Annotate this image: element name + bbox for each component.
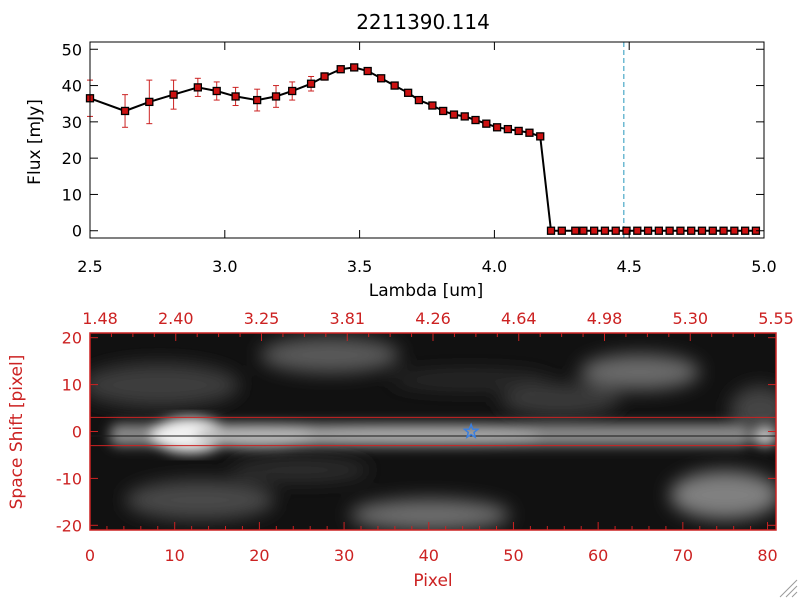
x-tick-label: 5.0 [751,257,776,276]
chart-title: 2211390.114 [356,10,490,34]
x-tick-label: 40 [419,546,439,565]
spatial-image-plot: 0 10 20 30 40 50 60 70 80 1.48 2.40 3.25 3.81 4.26 4.6… [7,309,794,591]
data-point [439,106,448,116]
top-tick-label: 3.81 [329,309,365,328]
data-point [708,226,717,235]
data-point [633,226,642,235]
spectrum-line [89,66,756,232]
data-point [740,226,750,235]
data-point [288,86,297,96]
x-tick-label: 50 [503,546,523,565]
top-tick-label: 2.40 [158,309,194,328]
spectrum-ylabel: Flux [mJy] [25,99,45,185]
data-point [449,110,459,119]
image-ylabel: Space Shift [pixel] [7,355,27,510]
data-point [306,79,316,88]
top-tick-label: 4.98 [587,309,623,328]
y-tick-label: 20 [62,149,82,168]
x-tick-label: 20 [249,546,269,565]
data-point [579,226,588,235]
top-tick-label: 5.55 [758,309,794,328]
star-marker [462,422,480,439]
data-point [643,226,653,235]
data-point [336,65,345,74]
data-point [600,226,610,235]
data-point [253,95,262,105]
top-tick-label: 5.30 [672,309,708,328]
data-point [665,226,674,235]
data-point [414,95,424,105]
data-point [676,226,685,235]
y-tick-label: 0 [72,222,82,241]
data-point [492,123,502,132]
data-point [719,226,728,235]
data-point [212,86,221,96]
y-tick-label: -10 [56,469,82,488]
image-xlabel: Pixel [413,571,452,591]
data-point [503,124,513,134]
data-point [730,226,739,235]
x-tick-label: 3.5 [347,257,372,276]
x-tick-label: 10 [165,546,185,565]
data-point [557,226,566,235]
data-point [514,126,523,136]
y-tick-label: 40 [62,77,82,96]
x-tick-label: 4.0 [482,257,507,276]
data-point [363,66,372,76]
data-point [145,97,154,107]
data-point [377,74,386,83]
data-point [611,226,620,235]
x-tick-label: 60 [588,546,608,565]
y-tick-label: 10 [62,185,82,204]
data-point [350,63,359,72]
data-point [428,101,437,110]
y-tick-label: 50 [62,40,82,59]
data-point [654,226,664,235]
data-point [590,226,599,235]
data-point [193,83,202,92]
spatial-image [90,333,776,530]
spectrum-plot: 2.5 3.0 3.5 4.0 4.5 5.0 0 10 20 30 40 50 Lambda [um… [25,40,777,301]
data-point [546,226,556,235]
data-point [320,72,329,81]
y-tick-label: 0 [72,423,82,442]
data-point [169,90,178,99]
top-tick-label: 3.25 [244,309,280,328]
data-point [460,112,469,121]
data-point [390,81,399,90]
data-point [697,226,707,235]
y-tick-label: -20 [56,516,82,535]
x-tick-label: 2.5 [77,257,102,276]
x-tick-label: 80 [757,546,777,565]
x-tick-label: 4.5 [616,257,641,276]
y-tick-label: 30 [62,113,82,132]
data-point [403,88,413,97]
resize-grip-icon[interactable] [779,579,798,598]
data-point [471,115,480,125]
top-tick-label: 1.48 [82,309,118,328]
y-tick-label: 20 [62,329,82,348]
x-tick-label: 0 [85,546,95,565]
x-tick-label: 30 [334,546,354,565]
data-point [120,106,130,116]
data-point [536,132,545,141]
x-tick-label: 70 [673,546,693,565]
data-point [622,226,631,235]
data-point [525,128,534,137]
data-point [571,226,580,235]
x-tick-label: 3.0 [212,257,237,276]
data-point [271,92,281,101]
data-point [482,119,491,128]
y-tick-label: 10 [62,376,82,395]
spectrum-xlabel: Lambda [um] [369,281,483,301]
spectrum-frame [89,41,765,239]
top-tick-label: 4.26 [415,309,451,328]
data-point [687,226,696,235]
data-point [231,92,240,101]
top-tick-label: 4.64 [501,309,537,328]
